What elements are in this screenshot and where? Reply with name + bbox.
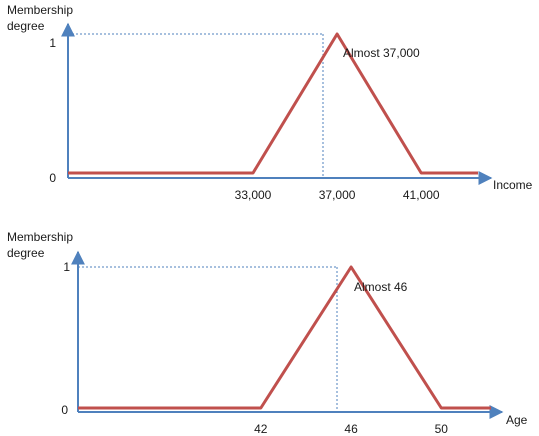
y-tick-label-1: 1 bbox=[49, 36, 56, 50]
membership-curve bbox=[68, 32, 478, 175]
x-axis-label: Age bbox=[506, 413, 528, 427]
y-tick-label-1: 1 bbox=[63, 260, 70, 274]
x-tick-label: 42 bbox=[254, 422, 268, 436]
peak-annotation: Almost 46 bbox=[354, 280, 408, 294]
x-tick-label: 46 bbox=[344, 422, 358, 436]
peak-annotation: Almost 37,000 bbox=[343, 46, 420, 60]
y-axis-label-line2: degree bbox=[7, 19, 45, 33]
y-axis-label-line1: Membership bbox=[7, 230, 73, 244]
x-tick-label: 41,000 bbox=[403, 188, 440, 202]
x-axis-label: Income bbox=[493, 178, 533, 192]
x-tick-label: 50 bbox=[435, 422, 449, 436]
age-chart: Membership degree 1 0 Age Almost 46 42 46… bbox=[7, 230, 528, 436]
x-tick-labels: 33,000 37,000 41,000 bbox=[235, 188, 440, 202]
income-chart: Membership degree 1 0 Income Almost 37,0… bbox=[7, 3, 533, 202]
x-tick-label: 33,000 bbox=[235, 188, 272, 202]
membership-curve bbox=[78, 265, 491, 410]
x-tick-labels: 42 46 50 bbox=[254, 422, 448, 436]
y-tick-label-0: 0 bbox=[49, 171, 56, 185]
x-tick-label: 37,000 bbox=[319, 188, 356, 202]
y-tick-label-0: 0 bbox=[61, 403, 68, 417]
y-axis-label-line2: degree bbox=[7, 246, 45, 260]
y-axis-label-line1: Membership bbox=[7, 3, 73, 17]
